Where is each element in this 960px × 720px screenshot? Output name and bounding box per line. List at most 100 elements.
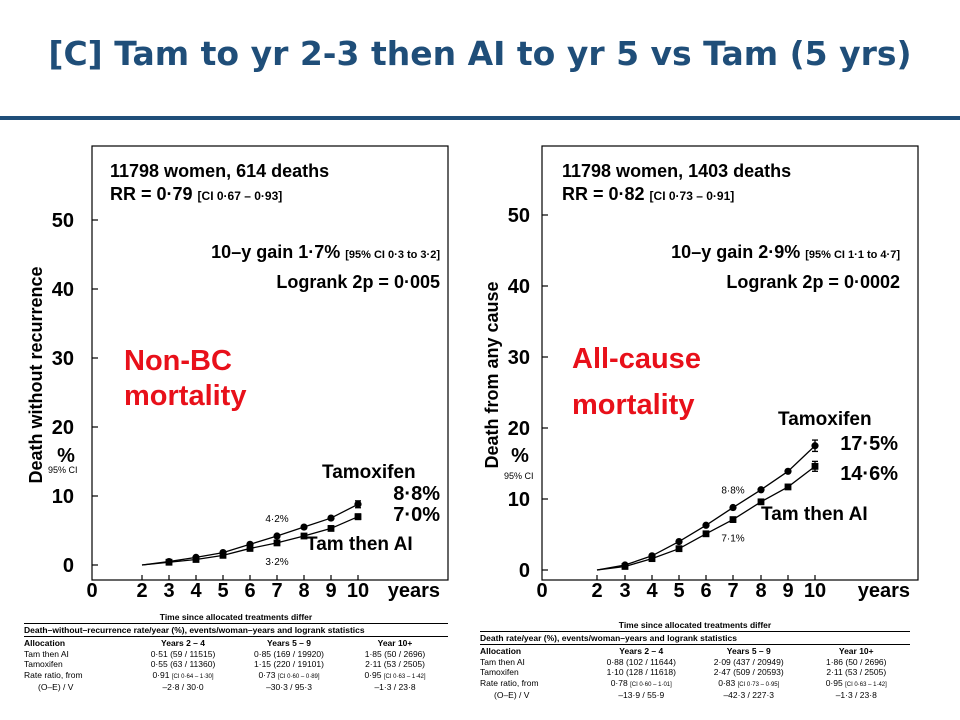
table-row: Tam then AI 0·51 (59 / 11515) 0·85 (169 …	[24, 649, 448, 660]
table-cell: 2·47 (509 / 20593)	[713, 667, 784, 677]
x-tick-label: 7	[271, 580, 282, 602]
table-cell: 0·88 (102 / 11644)	[606, 656, 676, 667]
data-point-square	[327, 525, 335, 532]
data-point-square	[784, 483, 792, 491]
data-point-square	[729, 516, 737, 523]
table-cell: 0·55 (63 / 11360)	[150, 659, 216, 669]
oe-cell: –2·8 / 30·0	[162, 682, 204, 692]
ci-label: 95% CI	[504, 471, 534, 481]
data-point-square	[246, 545, 254, 552]
x-axis-label: years	[388, 580, 440, 602]
x-tick-label: 5	[217, 580, 228, 602]
plot-frame	[541, 145, 919, 581]
rr-cell: 0·73 [CI 0·60 – 0·89]	[258, 669, 320, 680]
data-point-square	[702, 530, 710, 538]
table-row: Rate ratio, from 0·78 [CI 0·60 – 1·01] 0…	[480, 678, 910, 691]
x-tick-label: 3	[163, 580, 174, 602]
table-cell: Tam then AI	[24, 648, 69, 659]
x-tick-label: 8	[755, 580, 766, 602]
data-point-square	[648, 555, 656, 563]
info-rr: RR = 0·79 [CI 0·67 – 0·93]	[110, 184, 282, 204]
data-point-circle	[757, 486, 765, 494]
oe-cell: –13·9 / 55·9	[618, 690, 665, 700]
col-header: Years 2 – 4	[161, 638, 205, 648]
info-women-deaths: 11798 women, 614 deaths	[110, 161, 329, 181]
x-tick-label: 4	[190, 580, 202, 602]
rr-cell: 0·95 [CI 0·63 – 1·42]	[364, 669, 426, 680]
oe-cell: –1·3 / 23·8	[374, 682, 416, 692]
stats-table: Allocation Years 2 – 4 Years 5 – 9 Year …	[480, 646, 910, 701]
data-point-circle	[702, 521, 710, 529]
y-tick-label: 50	[52, 210, 74, 232]
x-tick-label: 7	[727, 580, 738, 602]
data-point-square	[165, 558, 173, 566]
info-women-deaths: 11798 women, 1403 deaths	[562, 161, 791, 181]
table-cell: 2·11 (53 / 2505)	[365, 659, 425, 669]
x-tick-label: 0	[536, 580, 547, 602]
col-header: Years 2 – 4	[619, 646, 664, 656]
rr-cell: 0·91 [CI 0·64 – 1·30]	[152, 669, 214, 680]
rr-cell: 0·95 [CI 0·63 – 1·42]	[825, 677, 887, 688]
data-point-square	[219, 551, 227, 559]
mid-value-label: 7·1%	[721, 534, 744, 545]
x-tick-label: 10	[804, 580, 826, 602]
mortality-annotation: mortality	[572, 389, 694, 421]
data-point-circle	[675, 538, 683, 546]
oe-cell: –1·3 / 23·8	[835, 690, 877, 700]
rr-cell: 0·83 [CI 0·73 – 0·95]	[718, 677, 780, 688]
y-tick-label: 30	[508, 347, 530, 369]
table-header: Death rate/year (%), events/woman–years …	[480, 633, 737, 643]
oe-cell: –42·3 / 227·3	[723, 690, 775, 700]
table-cell: Tamoxifen	[480, 667, 519, 677]
x-tick-label: 9	[325, 580, 336, 602]
col-header: Year 10+	[838, 646, 874, 656]
info-gain: 10–y gain 1·7% [95% CI 0·3 to 3·2]	[211, 242, 440, 262]
y-axis-label: Death from any cause	[482, 281, 502, 468]
end-value-tam-then-ai: 7·0%	[393, 504, 440, 526]
info-logrank: Logrank 2p = 0·005	[276, 272, 440, 292]
data-point-square	[621, 563, 629, 570]
x-tick-label: 9	[782, 580, 793, 602]
y-tick-label: 0	[519, 560, 530, 582]
col-header: Allocation	[480, 646, 522, 656]
y-tick-label: 0	[63, 555, 74, 577]
y-axis-unit: %	[511, 445, 529, 467]
col-header: Years 5 – 9	[726, 646, 771, 656]
table-row: Tam then AI 0·88 (102 / 11644) 2·09 (437…	[480, 657, 910, 668]
end-value-tamoxifen: 17·5%	[840, 433, 898, 455]
slide-title: [C] Tam to yr 2-3 then AI to yr 5 vs Tam…	[48, 34, 912, 73]
table-row: (O–E) / V –2·8 / 30·0 –30·3 / 95·3 –1·3 …	[24, 682, 448, 693]
table-cell: 1·86 (50 / 2696)	[826, 656, 887, 667]
col-header: Allocation	[24, 638, 66, 648]
x-tick-label: 2	[591, 580, 602, 602]
data-point-square	[273, 539, 281, 547]
y-tick-label: 10	[52, 486, 74, 508]
data-point-circle	[784, 467, 792, 475]
rr-label: Rate ratio, from	[24, 669, 83, 680]
data-point-square	[300, 532, 308, 540]
data-point-circle	[729, 503, 737, 512]
col-header: Year 10+	[377, 638, 413, 648]
title-underline	[0, 116, 960, 120]
oe-label: (O–E) / V	[38, 682, 74, 692]
y-tick-label: 20	[508, 418, 530, 440]
x-tick-label: 8	[298, 580, 309, 602]
table-cell: 0·85 (169 / 19920)	[254, 648, 324, 659]
data-point-square	[757, 498, 765, 506]
table-cell: 2·09 (437 / 20949)	[713, 656, 784, 667]
stats-table: Allocation Years 2 – 4 Years 5 – 9 Year …	[24, 638, 448, 693]
table-row: Rate ratio, from 0·91 [CI 0·64 – 1·30] 0…	[24, 670, 448, 683]
table-row: Tamoxifen 0·55 (63 / 11360) 1·15 (220 / …	[24, 659, 448, 670]
series-label-tam-then-ai: Tam then AI	[306, 534, 413, 555]
table-row: (O–E) / V –13·9 / 55·9 –42·3 / 227·3 –1·…	[480, 690, 910, 701]
table-header: Death–without–recurrence rate/year (%), …	[24, 625, 365, 635]
y-tick-label: 10	[508, 489, 530, 511]
data-point-square	[675, 545, 683, 553]
table-cell: 1·85 (50 / 2696)	[364, 648, 426, 659]
plot-frame	[91, 145, 449, 581]
oe-cell: –30·3 / 95·3	[266, 682, 312, 692]
series-label-tam-then-ai: Tam then AI	[761, 504, 868, 525]
x-tick-label: 3	[619, 580, 630, 602]
y-tick-label: 40	[52, 279, 74, 301]
